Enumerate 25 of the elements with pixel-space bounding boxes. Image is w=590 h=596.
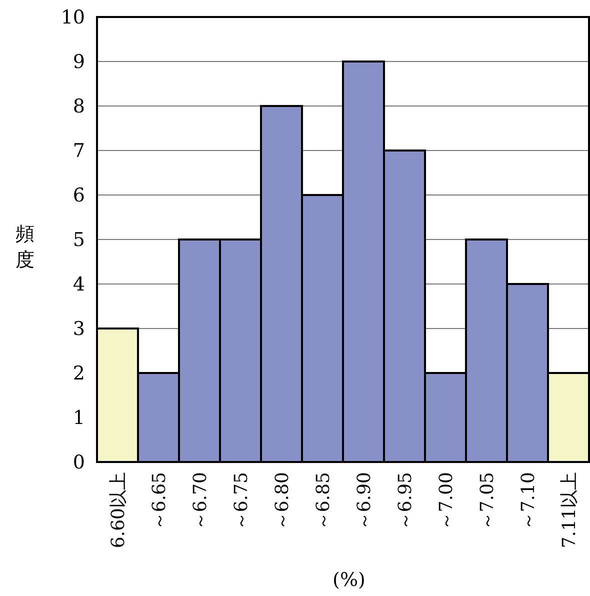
x-tick-label: ～7.00 [436, 472, 457, 530]
x-tick-label: ～6.70 [190, 472, 211, 530]
y-tick-label: 9 [72, 51, 85, 74]
x-tick-label: ～7.10 [518, 472, 539, 530]
x-tick-label: ～6.95 [394, 472, 416, 530]
y-tick-label: 10 [60, 6, 85, 29]
x-tick-label: ～6.65 [148, 472, 170, 530]
x-tick-label: 7.11以上 [558, 472, 580, 548]
x-tick-label: 6.60以上 [108, 472, 129, 548]
x-tick-label: ～6.75 [230, 472, 252, 530]
x-tick-label: ～6.80 [272, 472, 293, 530]
y-tick-label: 1 [72, 407, 85, 430]
y-tick-label: 4 [72, 274, 85, 296]
x-axis-title: (%) [332, 569, 366, 591]
y-tick-label: 8 [72, 96, 85, 118]
y-tick-label: 3 [72, 318, 85, 340]
y-tick-label: 6 [72, 184, 85, 207]
y-tick-label: 2 [72, 362, 85, 385]
y-tick-label: 7 [72, 140, 85, 162]
y-tick-label: 0 [72, 452, 85, 474]
x-tick-label: ～7.05 [476, 472, 498, 530]
y-tick-label: 5 [72, 229, 85, 252]
x-tick-label: ～6.85 [312, 472, 334, 530]
y-axis-title: 頻度 [16, 223, 34, 271]
x-tick-label: ～6.90 [354, 472, 375, 530]
